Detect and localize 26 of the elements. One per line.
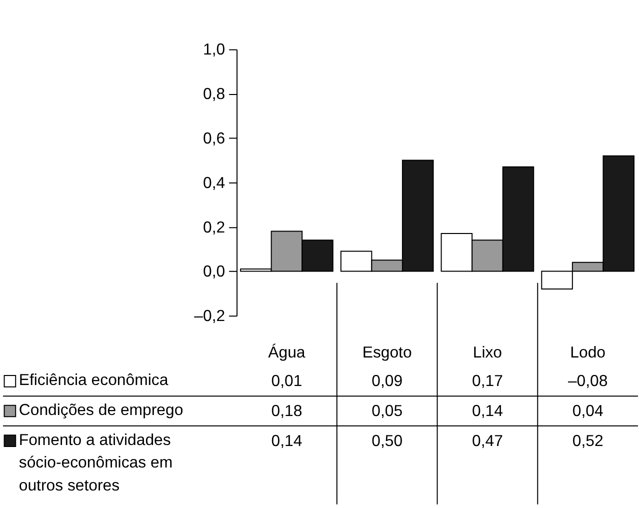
y-tick-label: 0,4: [202, 174, 226, 192]
legend-label: Condições de emprego: [18, 402, 184, 419]
data-label: 0,04: [572, 402, 604, 420]
legend-label: Fomento a atividades sócio-econômicas em outros setores: [18, 432, 173, 495]
y-tick-label: 0,0: [202, 264, 226, 281]
data-label: 0,14: [271, 432, 302, 450]
data-label: 0,09: [372, 373, 403, 390]
data-label: 0,05: [372, 402, 403, 420]
y-tick-label: 0,8: [202, 86, 226, 104]
data-label: 0,50: [372, 432, 403, 450]
y-tick-label: 1,0: [202, 42, 226, 59]
legend-label: Eficiência econômica: [18, 372, 168, 390]
data-label: 0,01: [271, 373, 302, 390]
data-label: –0,08: [568, 373, 608, 390]
data-label: 0,52: [572, 432, 604, 450]
data-label: 0,14: [472, 402, 504, 420]
y-tick-label: 0,6: [202, 130, 226, 148]
data-label: 0,47: [472, 432, 504, 450]
y-tick-label: –0,2: [194, 308, 226, 326]
x-tick-label: Esgoto: [362, 344, 412, 362]
data-label: 0,17: [472, 373, 504, 390]
y-tick-label: 0,2: [202, 219, 226, 236]
x-tick-label: Lodo: [570, 344, 606, 362]
data-label: 0,18: [271, 402, 302, 420]
x-tick-label: Lixo: [472, 344, 502, 362]
x-tick-label: Água: [268, 343, 306, 362]
